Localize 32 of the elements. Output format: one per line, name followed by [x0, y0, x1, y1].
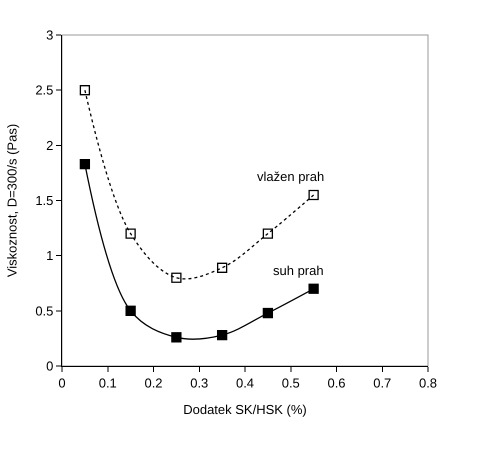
- x-tick-label: 0.3: [190, 376, 208, 391]
- point: [80, 85, 90, 96]
- y-tick-label: 0: [46, 358, 54, 374]
- x-tick-label: 0.7: [373, 376, 392, 391]
- x-tick-label: 0.6: [327, 376, 346, 391]
- y-tick-label: 2: [46, 138, 54, 153]
- x-tick-label: 0: [58, 376, 66, 391]
- x-tick-label: 0.8: [418, 376, 438, 391]
- y-axis-title: Viskoznost, D=300/s (Pas): [4, 124, 20, 278]
- point: [308, 190, 319, 200]
- x-tick-label: 0.4: [236, 376, 254, 391]
- y-tick-label: 0.5: [35, 303, 54, 318]
- point: [216, 330, 228, 340]
- x-tick-label: 0.5: [282, 376, 300, 391]
- point: [125, 228, 136, 239]
- point: [171, 272, 182, 283]
- x-axis-title: Dodatek SK/HSK (%): [183, 402, 307, 418]
- point: [262, 308, 274, 318]
- series-label: suh prah: [273, 263, 324, 278]
- y-tick-label: 2.5: [35, 82, 54, 98]
- point: [262, 228, 274, 239]
- point: [171, 332, 182, 342]
- x-tick-label: 0.1: [98, 376, 117, 391]
- point: [125, 306, 136, 316]
- series-label: vlažen prah: [257, 169, 324, 184]
- y-tick-label: 3: [46, 28, 54, 43]
- x-tick-label: 0.2: [144, 376, 163, 391]
- y-tick-label: 1.5: [35, 193, 54, 208]
- y-tick-label: 1: [46, 248, 54, 264]
- point: [216, 262, 228, 273]
- point: [308, 284, 319, 294]
- point: [80, 158, 90, 170]
